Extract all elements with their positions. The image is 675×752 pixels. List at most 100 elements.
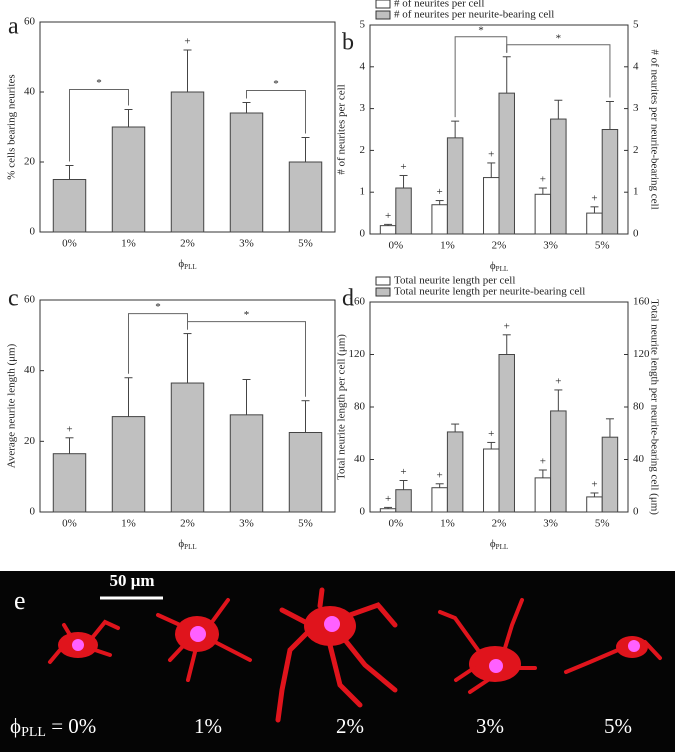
error-bar xyxy=(554,389,563,411)
significance-label: * xyxy=(478,24,484,36)
panel-letter: d xyxy=(342,286,354,312)
y-tick-label: 0 xyxy=(360,506,366,518)
x-tick-label: 3% xyxy=(239,518,254,530)
nucleus xyxy=(489,659,503,673)
annotation: + xyxy=(540,174,546,186)
significance-label: * xyxy=(244,309,250,321)
legend-swatch xyxy=(375,10,391,20)
y2-tick-label: 160 xyxy=(633,296,650,308)
x-axis-subscript: PLL xyxy=(184,543,196,551)
y-axis-label: Total neurite length per cell (μm) xyxy=(336,334,348,480)
y-tick-label: 160 xyxy=(349,296,366,308)
x-tick-label: 0% xyxy=(388,240,403,252)
error-bar xyxy=(538,469,547,478)
error-bar xyxy=(554,99,563,120)
annotation: + xyxy=(540,456,546,468)
legend-label: Total neurite length per neurite-bearing… xyxy=(394,286,585,298)
y2-tick-label: 4 xyxy=(633,60,639,72)
micrograph-label: 2% xyxy=(336,714,364,738)
significance-bracket xyxy=(506,44,611,98)
bar xyxy=(550,410,567,513)
annotation: + xyxy=(400,466,406,478)
y2-tick-label: 0 xyxy=(633,228,639,240)
error-bar xyxy=(183,49,192,92)
y2-tick-label: 3 xyxy=(633,102,639,114)
y2-tick-label: 1 xyxy=(633,186,639,198)
bar xyxy=(52,179,87,233)
y-tick-label: 4 xyxy=(360,60,366,72)
annotation: + xyxy=(184,36,190,48)
micrograph-label: 1% xyxy=(194,714,222,738)
bar xyxy=(550,118,567,235)
legend-label: # of neurites per cell xyxy=(394,0,484,10)
bar xyxy=(446,431,464,513)
error-bar xyxy=(605,418,614,438)
annotation: + xyxy=(385,493,391,505)
x-axis-label: ϕPLL xyxy=(490,538,508,551)
significance-label: * xyxy=(96,77,102,89)
micrograph-label: ϕPLL = 0% xyxy=(10,714,96,740)
annotation: + xyxy=(66,423,72,435)
error-bar xyxy=(384,223,393,226)
bar xyxy=(395,187,412,235)
error-bar xyxy=(183,333,192,384)
error-bar xyxy=(502,56,511,94)
micrograph-label: 5% xyxy=(604,714,632,738)
bar xyxy=(111,126,146,233)
bar xyxy=(534,193,552,235)
x-axis-symbol: ϕ xyxy=(178,538,184,550)
significance-label: * xyxy=(273,78,279,90)
annotation: + xyxy=(488,428,494,440)
y-axis-label: Average neurite length (μm) xyxy=(6,343,18,468)
x-tick-label: 2% xyxy=(492,518,507,530)
annotation: + xyxy=(400,161,406,173)
annotation: + xyxy=(591,192,597,204)
y-tick-label: 120 xyxy=(349,348,366,360)
x-tick-label: 2% xyxy=(492,240,507,252)
annotation: + xyxy=(488,148,494,160)
x-axis-subscript: PLL xyxy=(496,543,508,551)
phi-subscript: PLL xyxy=(21,725,46,740)
y-tick-label: 3 xyxy=(360,102,366,114)
y-tick-label: 40 xyxy=(354,453,366,465)
y-axis-label: # of neurites per cell xyxy=(336,84,348,174)
bar xyxy=(498,92,515,235)
error-bar xyxy=(487,162,496,178)
x-tick-label: 0% xyxy=(388,518,403,530)
y-tick-label: 60 xyxy=(24,16,36,28)
error-bar xyxy=(301,137,310,162)
annotation: + xyxy=(385,210,391,222)
error-bar xyxy=(435,483,444,488)
legend-swatch xyxy=(375,0,391,9)
x-tick-label: 3% xyxy=(543,518,558,530)
bar xyxy=(288,432,323,513)
x-axis-subscript: PLL xyxy=(496,265,508,273)
y-tick-label: 60 xyxy=(24,294,36,306)
bar xyxy=(534,477,552,513)
panel-letter: a xyxy=(8,14,19,40)
x-axis-symbol: ϕ xyxy=(178,258,184,270)
error-bar xyxy=(242,379,251,415)
x-axis-symbol: ϕ xyxy=(490,260,496,272)
x-axis-label: ϕPLL xyxy=(178,258,196,271)
error-bar xyxy=(301,400,310,433)
y2-tick-label: 40 xyxy=(633,453,645,465)
y-tick-label: 2 xyxy=(360,144,366,156)
error-bar xyxy=(124,109,133,127)
y2-tick-label: 120 xyxy=(633,348,650,360)
x-tick-label: 5% xyxy=(298,518,313,530)
error-bar xyxy=(65,437,74,454)
bar xyxy=(170,91,205,233)
bar xyxy=(288,161,323,233)
significance-bracket xyxy=(187,321,306,397)
x-tick-label: 2% xyxy=(180,238,195,250)
micrograph-label: 3% xyxy=(476,714,504,738)
error-bar xyxy=(605,100,614,130)
error-bar xyxy=(435,200,444,205)
error-bar xyxy=(242,102,251,113)
error-bar xyxy=(399,174,408,189)
equals: = xyxy=(46,714,68,738)
error-bar xyxy=(124,377,133,417)
bar xyxy=(52,453,87,513)
